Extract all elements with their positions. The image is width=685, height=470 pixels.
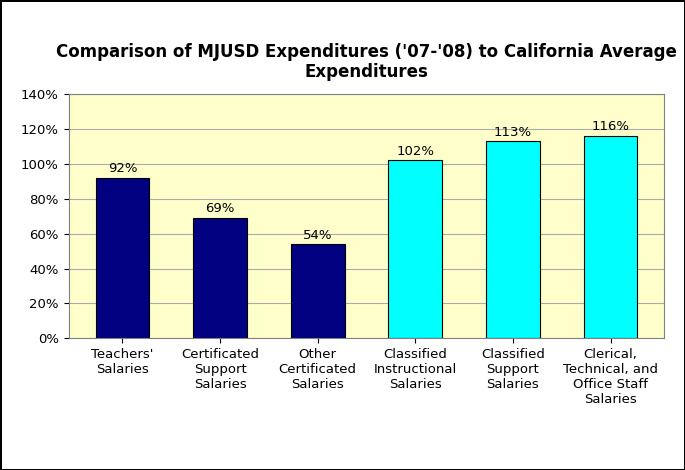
Title: Comparison of MJUSD Expenditures ('07-'08) to California Average
Expenditures: Comparison of MJUSD Expenditures ('07-'0… (56, 42, 677, 81)
Bar (96, 178, 149, 338)
Bar (291, 244, 345, 338)
Bar (388, 160, 442, 338)
Bar (584, 136, 637, 338)
Text: 113%: 113% (494, 125, 532, 139)
Text: 69%: 69% (206, 202, 235, 215)
Text: 92%: 92% (108, 162, 137, 175)
Text: 54%: 54% (303, 228, 332, 242)
Bar (193, 218, 247, 338)
Text: 116%: 116% (592, 120, 630, 133)
Bar (486, 141, 540, 338)
Text: 102%: 102% (397, 145, 434, 158)
